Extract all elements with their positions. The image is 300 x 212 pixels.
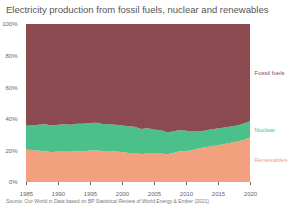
html-text:Electricity production from fo: Electricity production from fossil fuels… — [6, 4, 269, 15]
svg-text:2000: 2000 — [116, 191, 130, 197]
svg-text:2015: 2015 — [212, 191, 226, 197]
svg-text:1995: 1995 — [84, 191, 98, 197]
svg-text:Fossil fuels: Fossil fuels — [255, 70, 285, 76]
svg-text:0%: 0% — [9, 179, 18, 185]
svg-text:20%: 20% — [5, 148, 18, 154]
svg-text:Renewables: Renewables — [255, 157, 288, 163]
svg-text:80%: 80% — [5, 53, 18, 59]
svg-text:1985: 1985 — [20, 191, 34, 197]
svg-text:2005: 2005 — [148, 191, 162, 197]
svg-text:100%: 100% — [2, 21, 18, 27]
html-text:Source: Our World in Data base: Source: Our World in Data based on BP St… — [6, 198, 209, 204]
svg-text:1990: 1990 — [52, 191, 66, 197]
svg-text:2010: 2010 — [180, 191, 194, 197]
svg-text:2020: 2020 — [244, 191, 258, 197]
svg-text:60%: 60% — [5, 85, 18, 91]
svg-text:Nuclear: Nuclear — [255, 127, 276, 133]
svg-text:40%: 40% — [5, 116, 18, 122]
